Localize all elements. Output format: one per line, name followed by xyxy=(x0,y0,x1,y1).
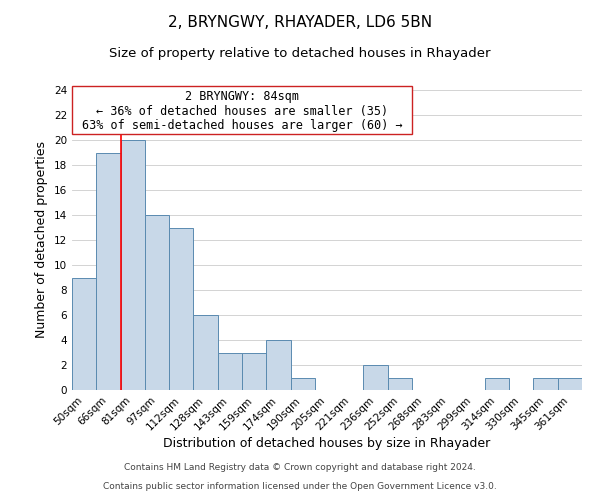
Bar xyxy=(388,378,412,390)
Bar xyxy=(364,365,388,390)
Text: Contains public sector information licensed under the Open Government Licence v3: Contains public sector information licen… xyxy=(103,482,497,491)
Bar xyxy=(121,140,145,390)
Y-axis label: Number of detached properties: Number of detached properties xyxy=(35,142,49,338)
X-axis label: Distribution of detached houses by size in Rhayader: Distribution of detached houses by size … xyxy=(163,438,491,450)
Bar xyxy=(193,315,218,390)
Bar xyxy=(96,152,121,390)
Text: Contains HM Land Registry data © Crown copyright and database right 2024.: Contains HM Land Registry data © Crown c… xyxy=(124,464,476,472)
Bar xyxy=(242,352,266,390)
Bar xyxy=(558,378,582,390)
Bar xyxy=(218,352,242,390)
Text: 2, BRYNGWY, RHAYADER, LD6 5BN: 2, BRYNGWY, RHAYADER, LD6 5BN xyxy=(168,15,432,30)
Text: 2 BRYNGWY: 84sqm: 2 BRYNGWY: 84sqm xyxy=(185,90,299,103)
Bar xyxy=(169,228,193,390)
Bar xyxy=(290,378,315,390)
Bar xyxy=(145,215,169,390)
Text: ← 36% of detached houses are smaller (35): ← 36% of detached houses are smaller (35… xyxy=(96,105,388,118)
Text: 63% of semi-detached houses are larger (60) →: 63% of semi-detached houses are larger (… xyxy=(82,118,403,132)
Bar xyxy=(533,378,558,390)
Bar xyxy=(72,278,96,390)
Bar xyxy=(266,340,290,390)
Text: Size of property relative to detached houses in Rhayader: Size of property relative to detached ho… xyxy=(109,48,491,60)
Bar xyxy=(485,378,509,390)
FancyBboxPatch shape xyxy=(72,86,412,134)
